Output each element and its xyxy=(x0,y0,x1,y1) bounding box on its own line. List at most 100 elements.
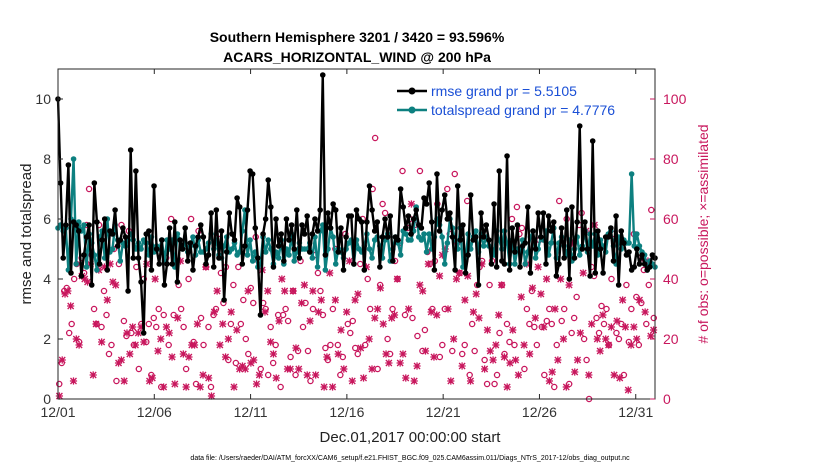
obs-possible-marker xyxy=(165,341,172,349)
totalspread-point xyxy=(229,246,235,252)
obs-assimilated-glyph xyxy=(140,338,148,346)
obs-assimilated-marker xyxy=(647,332,655,340)
axis-ticks: 12/01 12/06 12/11 12/16 12/21 12/26 12/31 0 2 4 6 8… xyxy=(35,69,687,420)
obs-assimilated-glyph xyxy=(98,338,106,346)
obs-assimilated-marker xyxy=(331,296,339,304)
rmse-point xyxy=(273,216,279,222)
obs-assimilated-glyph xyxy=(112,281,120,289)
rmse-point xyxy=(325,210,331,216)
obs-assimilated-marker xyxy=(143,260,151,268)
rmse-point xyxy=(501,261,508,267)
rmse-point xyxy=(278,231,285,237)
obs-assimilated-marker xyxy=(528,284,537,292)
obs-assimilated-marker xyxy=(199,371,207,379)
obs-assimilated-marker xyxy=(509,326,517,334)
obs-assimilated-marker xyxy=(250,356,258,364)
obs-assimilated-glyph xyxy=(483,326,492,334)
obs-assimilated-glyph xyxy=(441,245,449,253)
rmse-point xyxy=(447,210,453,216)
obs-assimilated-marker xyxy=(300,281,309,289)
rmse-point xyxy=(332,207,339,213)
rmse-point xyxy=(428,219,435,225)
obs-assimilated-marker xyxy=(345,257,354,265)
rmse-point xyxy=(517,264,523,270)
obs-assimilated-glyph xyxy=(419,287,427,295)
totalspread-point xyxy=(138,246,144,252)
totalspread-point xyxy=(522,261,529,267)
obs-possible-marker xyxy=(635,341,643,349)
obs-assimilated-glyph xyxy=(379,320,387,328)
obs-assimilated-glyph xyxy=(75,341,83,349)
obs-assimilated-glyph xyxy=(472,290,480,298)
rmse-point xyxy=(270,264,277,270)
y-left-tick-label: 10 xyxy=(35,91,51,107)
rmse-point xyxy=(127,147,134,153)
obs-assimilated-glyph xyxy=(458,362,466,370)
rmse-point xyxy=(351,261,357,267)
obs-assimilated-glyph xyxy=(545,377,553,385)
obs-assimilated-marker xyxy=(309,287,317,295)
obs-assimilated-marker xyxy=(244,287,252,295)
rmse-point xyxy=(608,225,614,231)
obs-assimilated-marker xyxy=(455,269,463,277)
rmse-point xyxy=(506,267,513,273)
obs-possible-marker xyxy=(451,170,459,178)
obs-possible-marker xyxy=(282,305,289,313)
obs-assimilated-glyph xyxy=(633,335,641,343)
totalspread-point xyxy=(634,231,640,237)
rmse-point xyxy=(140,330,147,336)
obs-assimilated-glyph xyxy=(613,317,621,325)
totalspread-point xyxy=(73,261,79,267)
obs-assimilated-glyph xyxy=(607,323,615,331)
obs-possible-marker xyxy=(384,335,391,343)
totalspread-point xyxy=(426,231,432,237)
obs-possible-marker xyxy=(449,347,456,355)
obs-possible-marker xyxy=(481,356,488,364)
obs-possible-marker xyxy=(120,317,128,325)
obs-assimilated-glyph xyxy=(83,278,92,286)
obs-assimilated-glyph xyxy=(328,383,337,391)
obs-assimilated-glyph xyxy=(162,323,171,331)
totalspread-point xyxy=(265,237,272,243)
rmse-point xyxy=(397,186,404,192)
obs-possible-marker xyxy=(334,341,342,349)
totalspread-point xyxy=(291,258,298,264)
obs-assimilated-marker xyxy=(495,311,503,319)
rmse-point xyxy=(509,225,516,231)
rmse-point xyxy=(200,234,207,240)
obs-assimilated-marker xyxy=(129,323,137,331)
totalspread-point xyxy=(314,264,321,270)
obs-assimilated-marker xyxy=(514,371,523,379)
obs-assimilated-marker xyxy=(126,350,134,358)
obs-assimilated-glyph xyxy=(444,305,452,313)
obs-assimilated-glyph xyxy=(402,374,410,382)
obs-assimilated-marker xyxy=(348,377,356,385)
obs-assimilated-marker xyxy=(579,269,587,277)
obs-assimilated-glyph xyxy=(185,353,193,361)
obs-assimilated-glyph xyxy=(542,275,551,283)
obs-assimilated-marker xyxy=(551,305,559,313)
rmse-point xyxy=(294,207,300,213)
obs-assimilated-marker xyxy=(98,338,106,346)
obs-assimilated-marker xyxy=(379,320,387,328)
rmse-point xyxy=(62,222,69,228)
obs-possible-marker xyxy=(155,305,162,313)
x-tick-label: 12/16 xyxy=(329,404,364,420)
obs-assimilated-marker xyxy=(585,371,593,379)
obs-assimilated-glyph xyxy=(210,308,218,316)
rmse-point xyxy=(68,270,74,276)
totalspread-point xyxy=(628,171,635,177)
obs-assimilated-marker xyxy=(241,365,249,373)
obs-assimilated-glyph xyxy=(72,335,80,343)
legend: rmse grand pr = 5.5105 totalspread grand… xyxy=(393,76,650,122)
rmse-point xyxy=(621,240,627,246)
obs-assimilated-glyph xyxy=(469,308,477,316)
rmse-point xyxy=(556,261,562,267)
rmse-point xyxy=(452,267,458,273)
obs-assimilated-glyph xyxy=(433,311,441,319)
obs-possible-marker xyxy=(361,341,369,349)
rmse-point xyxy=(231,237,238,243)
rmse-point xyxy=(236,204,243,210)
rmse-point xyxy=(257,312,264,318)
obs-possible-marker xyxy=(242,335,250,343)
